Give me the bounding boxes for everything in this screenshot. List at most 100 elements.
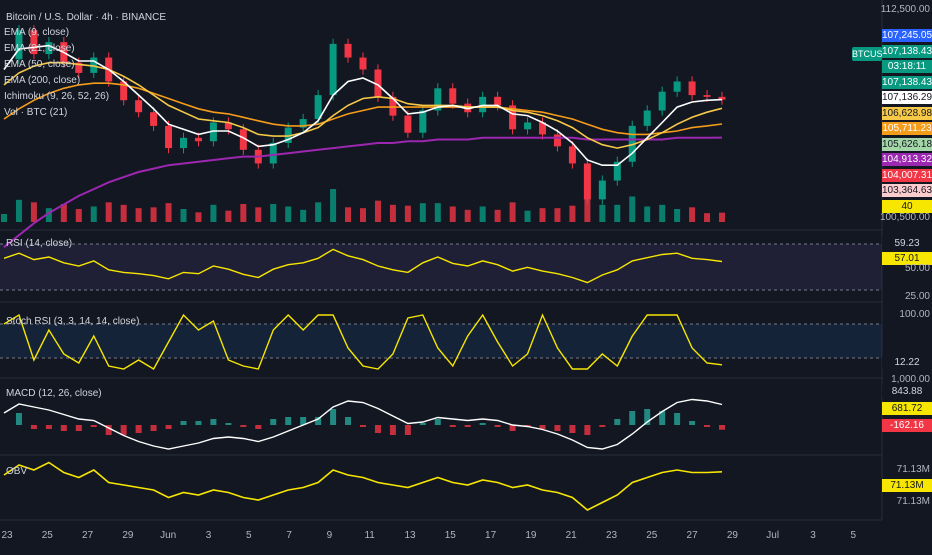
- time-tick: 15: [444, 530, 456, 541]
- time-tick: 13: [404, 530, 416, 541]
- candle-body: [389, 96, 397, 116]
- macd-hist-bar: [509, 425, 516, 431]
- macd-hist-bar: [195, 421, 202, 425]
- macd-hist-bar: [584, 425, 591, 435]
- candle-body: [224, 122, 232, 130]
- candle-body: [194, 137, 202, 142]
- volume-bar: [689, 207, 696, 222]
- volume-bar: [674, 209, 681, 222]
- price-label: 107,245.05: [882, 29, 932, 42]
- candle-body: [75, 62, 83, 73]
- rsi-value-1: 59.23: [882, 237, 932, 250]
- volume-bar: [419, 203, 426, 222]
- macd-hist-bar: [240, 425, 247, 427]
- candle-body: [449, 88, 457, 104]
- price-label: 106,628.98: [882, 106, 932, 120]
- macd-hist-bar: [629, 411, 636, 425]
- macd-hist-bar: [165, 425, 172, 429]
- volume-bar: [285, 206, 292, 222]
- candle-body: [359, 57, 367, 70]
- volume-bar: [330, 189, 337, 222]
- volume-bar: [1, 214, 7, 222]
- volume-bar: [240, 204, 247, 222]
- macd-hist-bar: [285, 417, 292, 425]
- volume-bar: [494, 209, 501, 222]
- volume-bar: [210, 204, 217, 222]
- candle-body: [120, 81, 128, 101]
- volume-bar: [135, 208, 142, 222]
- macd-hist-bar: [449, 425, 456, 427]
- macd-hist-bar: [599, 425, 606, 427]
- macd-hist-bar: [270, 419, 277, 425]
- chart-title: Bitcoin / U.S. Dollar · 4h · BINANCE: [6, 12, 167, 23]
- symbol-tag[interactable]: BTCUSD: [852, 47, 890, 61]
- macd-hist-bar: [374, 425, 381, 433]
- volume-bar: [569, 205, 576, 222]
- candle-body: [553, 134, 561, 147]
- candle-body: [344, 43, 352, 58]
- candle-body: [613, 161, 621, 181]
- price-label: 103,364.63: [882, 184, 932, 197]
- macd-hist-bar: [210, 419, 217, 425]
- macd-hist-bar: [315, 417, 322, 425]
- macd-hist-bar: [330, 409, 337, 425]
- legend-item[interactable]: Vol · BTC (21): [4, 107, 68, 118]
- macd-tick: 1,000.00: [891, 374, 930, 385]
- price-label: 107,138.43: [882, 75, 932, 89]
- time-tick: 17: [485, 530, 497, 541]
- candle-body: [494, 96, 502, 106]
- time-tick: 19: [525, 530, 537, 541]
- macd-hist-bar: [120, 425, 127, 435]
- candle-body: [150, 112, 158, 126]
- candle-body: [209, 122, 217, 142]
- volume-bar: [120, 204, 127, 222]
- candle-body: [479, 96, 487, 113]
- volume-bar: [270, 204, 277, 222]
- candle-body: [45, 42, 53, 55]
- stoch-title: Stoch RSI (3, 3, 14, 14, close): [6, 316, 140, 327]
- time-tick: 23: [605, 530, 618, 541]
- volume-bar: [374, 200, 381, 222]
- candle-body: [329, 43, 337, 96]
- legend-item[interactable]: EMA (200, close): [4, 75, 81, 86]
- price-label: 104,913.32: [882, 153, 932, 166]
- rsi-line: [3, 248, 723, 284]
- candle-body: [180, 137, 187, 149]
- ema21-line: [3, 61, 723, 149]
- price-axis-top: 112,500.00: [880, 4, 930, 15]
- candle-body: [718, 96, 726, 100]
- time-tick: 3: [810, 530, 816, 541]
- candle-body: [239, 129, 247, 150]
- volume-bar: [509, 202, 516, 222]
- volume-bar: [195, 212, 202, 222]
- legend-item[interactable]: Ichimoku (9, 26, 52, 26): [4, 91, 110, 102]
- obv-value: 71.13M: [882, 479, 932, 492]
- macd-value-2: 681.72: [882, 402, 932, 415]
- legend-item[interactable]: EMA (50, close): [4, 59, 75, 70]
- macd-value-3: -162.16: [882, 419, 932, 432]
- legend-item[interactable]: EMA (21, close): [4, 43, 75, 54]
- volume-bar: [524, 210, 531, 222]
- volume-bar: [180, 209, 187, 222]
- legend-item[interactable]: EMA (9, close): [4, 27, 70, 38]
- time-tick: 9: [326, 530, 333, 541]
- macd-hist-bar: [659, 411, 666, 425]
- macd-hist-bar: [225, 423, 232, 425]
- volume-bar: [584, 196, 591, 222]
- price-label: 107,138.43: [882, 44, 932, 58]
- macd-hist-bar: [75, 425, 82, 431]
- candle-body: [598, 180, 606, 200]
- macd-hist-bar: [704, 425, 711, 427]
- candle-body: [15, 30, 23, 60]
- macd-hist-bar: [554, 425, 561, 431]
- time-tick: 5: [850, 530, 857, 541]
- macd-hist-bar: [15, 413, 22, 425]
- time-tick: 27: [82, 530, 94, 541]
- macd-hist-bar: [674, 413, 681, 425]
- obv-title: OBV: [6, 466, 28, 477]
- volume-bar: [599, 204, 606, 222]
- macd-hist-bar: [30, 425, 37, 429]
- candle-body: [539, 122, 546, 135]
